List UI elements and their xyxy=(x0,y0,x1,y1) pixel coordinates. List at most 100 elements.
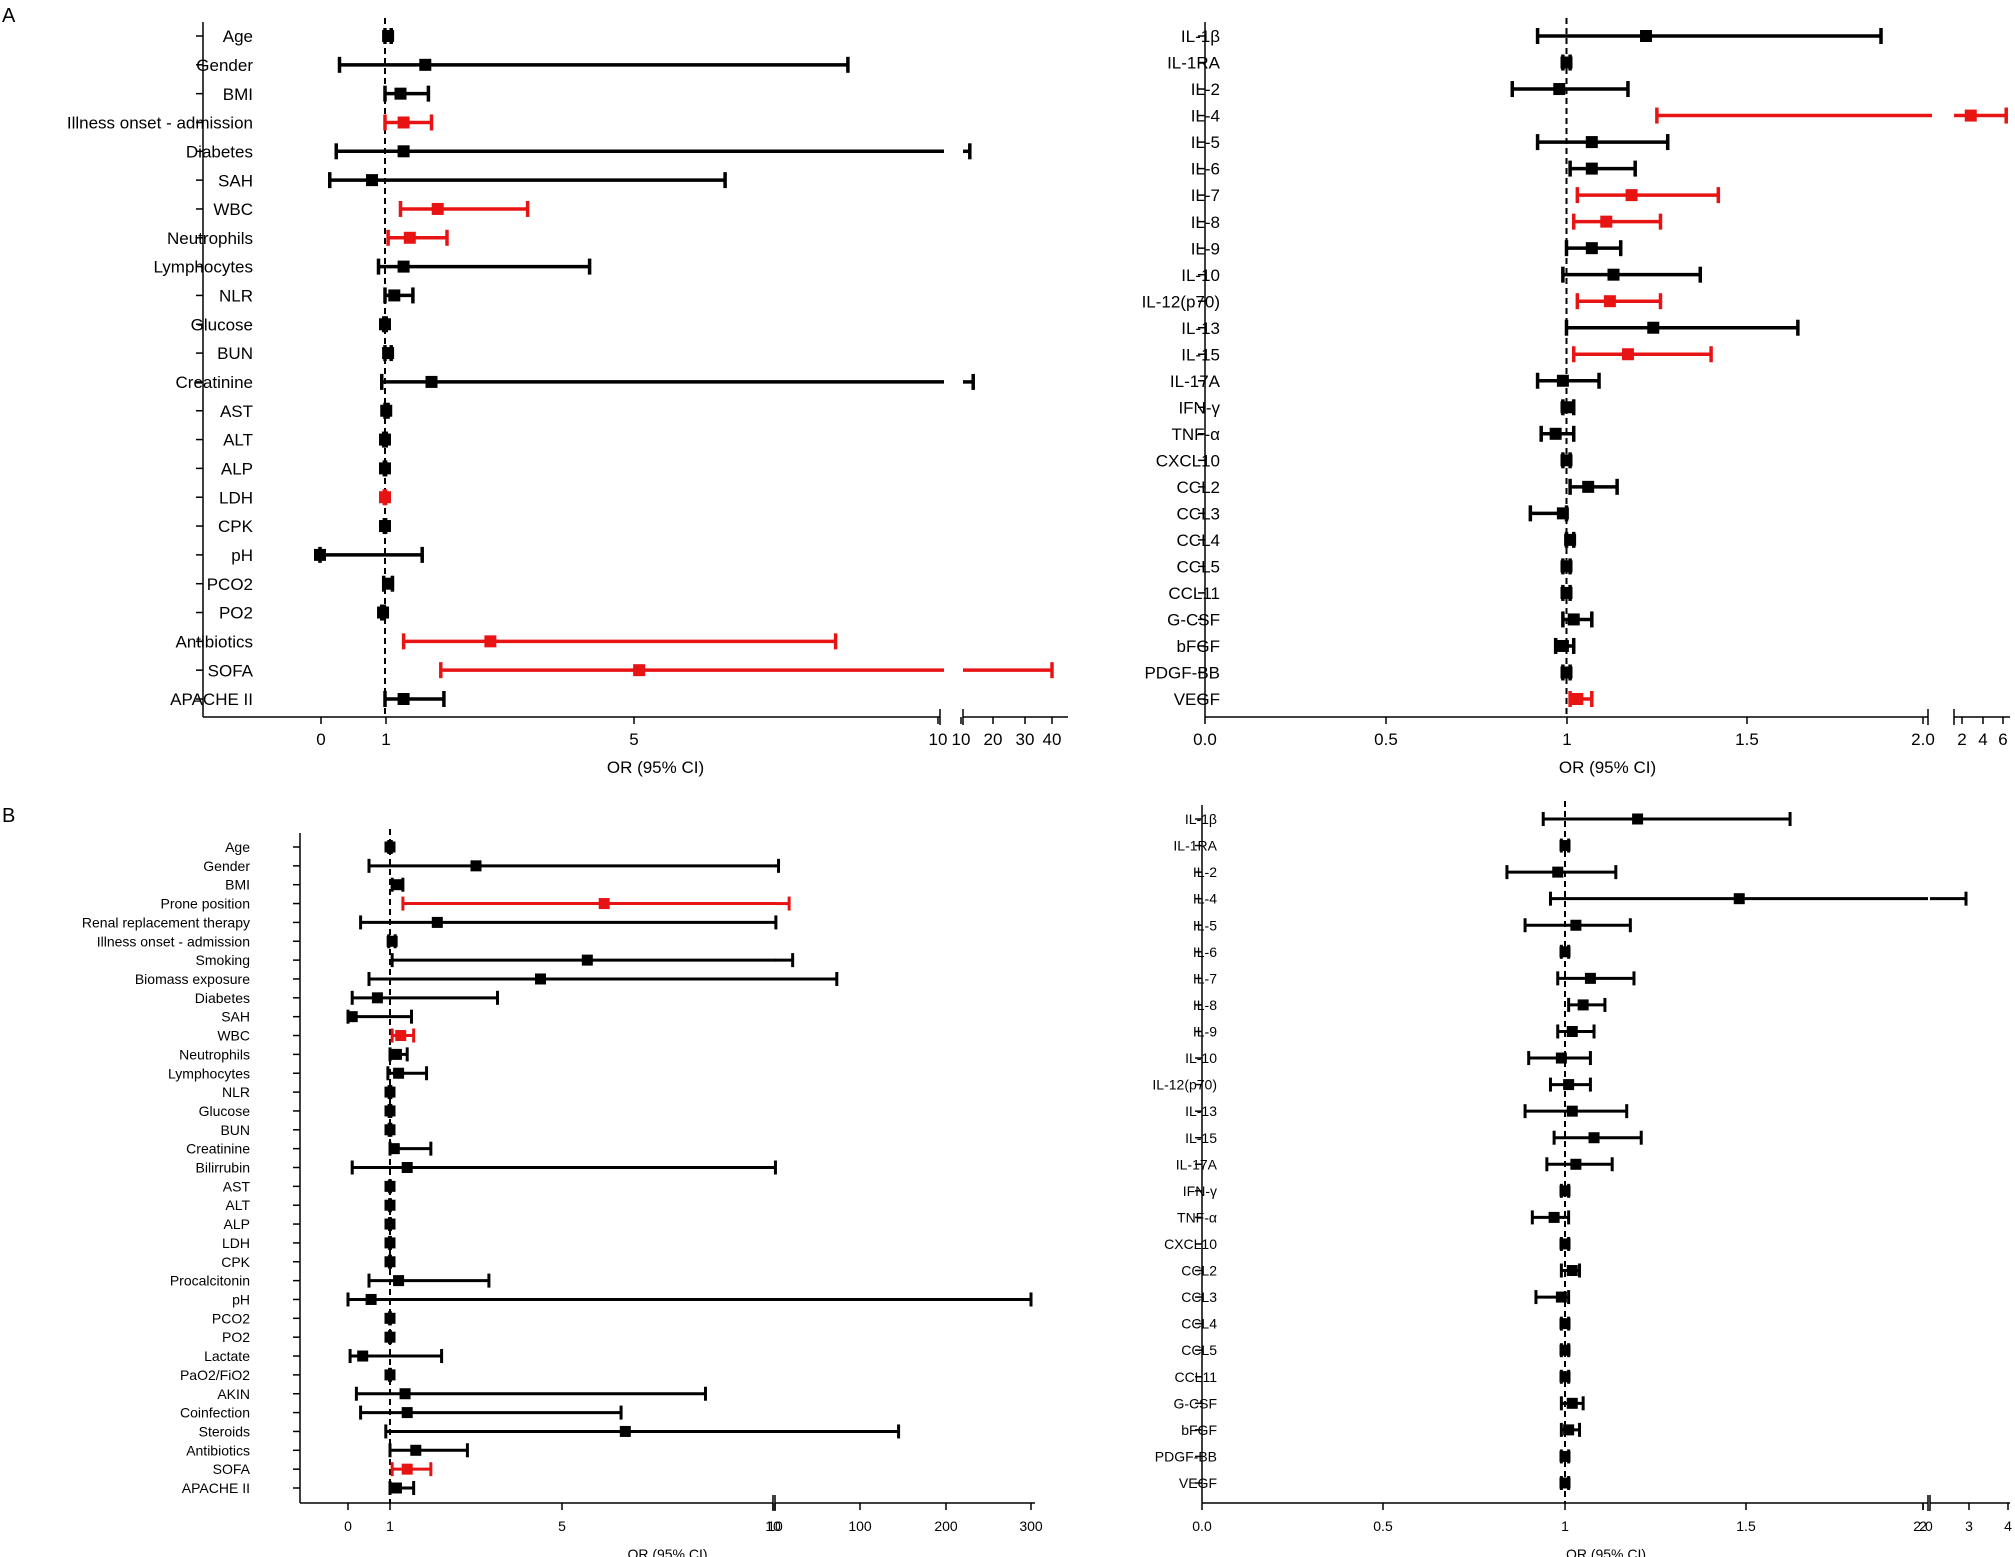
x-tick-label: 5 xyxy=(558,1518,566,1534)
x-tick-label: 3 xyxy=(1965,1518,1973,1534)
point-estimate-marker xyxy=(1607,268,1620,281)
row-label: IL-2 xyxy=(1191,80,1220,99)
forest-row: Diabetes xyxy=(195,990,499,1006)
row-label: TNF-α xyxy=(1171,425,1220,444)
forest-row: Procalcitonin xyxy=(170,1273,491,1289)
panel-label-A: A xyxy=(2,5,16,27)
x-tick-label: 300 xyxy=(1019,1518,1043,1534)
point-estimate-marker xyxy=(1632,813,1644,825)
row-label: IFN-γ xyxy=(1183,1183,1217,1199)
forest-row: Prone position xyxy=(160,896,791,912)
row-label: SOFA xyxy=(213,1461,251,1477)
point-estimate-marker xyxy=(1559,1318,1571,1330)
point-estimate-marker xyxy=(431,202,444,215)
x-tick-label: 2 xyxy=(1919,1518,1927,1534)
row-label: PO2 xyxy=(219,604,253,623)
forest-row: CCL5 xyxy=(1181,1342,1571,1358)
point-estimate-marker xyxy=(410,1444,422,1456)
x-tick-label: 0.0 xyxy=(1193,730,1217,749)
forest-row: Neutrophils xyxy=(167,229,449,248)
row-label: BUN xyxy=(220,1122,250,1138)
point-estimate-marker xyxy=(393,1067,405,1079)
point-estimate-marker xyxy=(470,860,482,872)
point-estimate-marker xyxy=(535,973,546,985)
point-estimate-marker xyxy=(384,1218,396,1230)
point-estimate-marker xyxy=(1559,1450,1571,1462)
point-estimate-marker xyxy=(314,548,326,561)
row-label: Lymphocytes xyxy=(153,258,253,277)
row-label: Lactate xyxy=(204,1348,250,1364)
row-label: PDGF-BB xyxy=(1155,1448,1217,1464)
forest-row: bFGF xyxy=(1181,1422,1582,1438)
x-tick-label: 0 xyxy=(344,1518,352,1534)
point-estimate-marker xyxy=(431,916,443,928)
x-tick-label: 0.5 xyxy=(1374,730,1398,749)
forest-row: Gender xyxy=(203,858,781,874)
row-label: PCO2 xyxy=(207,575,253,594)
row-label: Illness onset - admission xyxy=(67,114,253,133)
point-estimate-marker xyxy=(1555,1291,1567,1303)
row-label: CCL3 xyxy=(1177,504,1220,523)
forest-row: CCL2 xyxy=(1177,478,1619,497)
x-axis-label: OR (95% CI) xyxy=(607,758,704,777)
point-estimate-marker xyxy=(1548,1211,1560,1223)
x-tick-label: 1 xyxy=(386,1518,394,1534)
forest-row: Bilirrubin xyxy=(196,1160,777,1176)
row-label: Antibiotics xyxy=(176,632,253,651)
forest-row: IL-4 xyxy=(1191,107,2008,126)
row-label: IL-9 xyxy=(1193,1024,1217,1040)
x-tick-label: 1.5 xyxy=(1736,1518,1756,1534)
point-estimate-marker xyxy=(397,693,410,705)
row-label: Age xyxy=(223,27,253,46)
forest-row: IL-9 xyxy=(1191,239,1623,258)
row-label: SAH xyxy=(218,171,253,190)
forest-row: IL-6 xyxy=(1193,944,1571,960)
row-label: CCL4 xyxy=(1181,1316,1217,1332)
row-label: PO2 xyxy=(222,1329,250,1345)
row-label: CCL2 xyxy=(1177,478,1220,497)
forest-row: Steroids xyxy=(199,1423,901,1439)
x-tick-label: 10 xyxy=(952,730,971,749)
row-label: LDH xyxy=(222,1235,250,1251)
point-estimate-marker xyxy=(386,935,398,947)
row-label: IL-1RA xyxy=(1167,54,1221,73)
point-estimate-marker xyxy=(397,116,410,129)
point-estimate-marker xyxy=(379,491,391,504)
row-label: Coinfection xyxy=(180,1405,250,1421)
forest-row: PCO2 xyxy=(196,575,395,594)
forest-row: LDH xyxy=(196,488,391,507)
row-label: WBC xyxy=(213,200,253,219)
forest-row: BMI xyxy=(196,85,431,104)
point-estimate-marker xyxy=(384,1199,396,1211)
point-estimate-marker xyxy=(401,1162,413,1173)
point-estimate-marker xyxy=(384,1124,396,1136)
forest-row: PDGF-BB xyxy=(1155,1448,1571,1464)
row-label: LDH xyxy=(219,488,253,507)
forest-row: WBC xyxy=(196,200,530,219)
forest-row: PDGF-BB xyxy=(1144,664,1573,683)
forest-row: IL-10 xyxy=(1181,266,1703,285)
point-estimate-marker xyxy=(390,1048,402,1060)
point-estimate-marker xyxy=(1556,507,1569,520)
point-estimate-marker xyxy=(380,404,393,417)
row-label: Bilirrubin xyxy=(196,1160,250,1176)
point-estimate-marker xyxy=(1603,295,1616,308)
point-estimate-marker xyxy=(1556,639,1569,652)
row-label: AST xyxy=(223,1178,251,1194)
point-estimate-marker xyxy=(1560,56,1573,69)
forest-row: AST xyxy=(223,1178,396,1194)
point-estimate-marker xyxy=(382,347,395,360)
row-label: ALP xyxy=(221,460,253,479)
forest-row: CCL11 xyxy=(1174,1369,1571,1385)
point-estimate-marker xyxy=(379,318,391,331)
point-estimate-marker xyxy=(1733,893,1745,905)
row-label: IL-8 xyxy=(1191,213,1220,232)
x-tick-label: 2.0 xyxy=(1911,730,1935,749)
point-estimate-marker xyxy=(1625,189,1638,202)
row-label: CCL11 xyxy=(1174,1369,1217,1385)
row-label: IL-15 xyxy=(1181,345,1220,364)
forest-row: IL-5 xyxy=(1191,133,1670,152)
row-label: IL-13 xyxy=(1181,319,1220,338)
